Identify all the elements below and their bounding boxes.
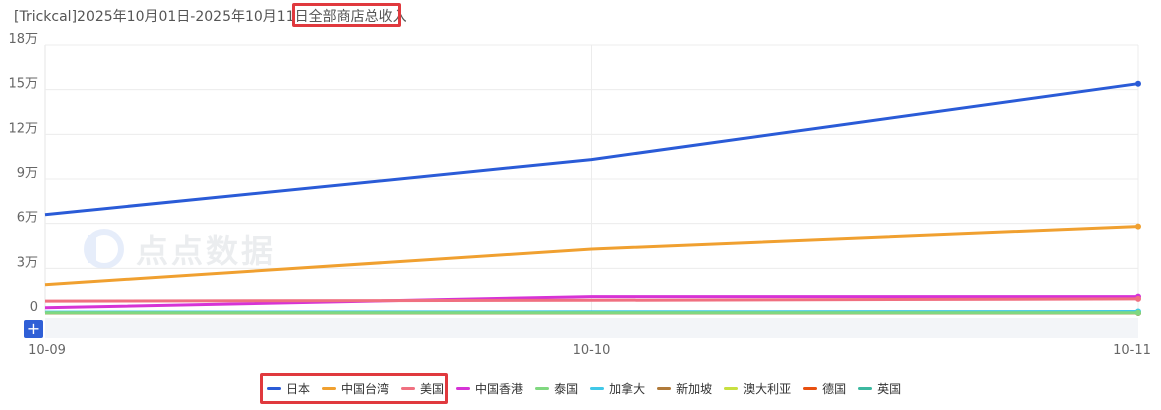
series-line bbox=[44, 225, 1139, 287]
legend-swatch bbox=[456, 387, 471, 390]
legend-item[interactable]: 日本 bbox=[267, 380, 310, 397]
chart-title-metric: 全部商店总收入 bbox=[308, 9, 407, 25]
grid-layer bbox=[44, 44, 1139, 338]
legend-item[interactable]: 中国台湾 bbox=[322, 380, 389, 397]
legend-label: 中国台湾 bbox=[341, 382, 390, 396]
y-tick-label: 0 bbox=[30, 300, 38, 315]
y-tick-label: 15万 bbox=[8, 77, 38, 92]
legend-item[interactable]: 英国 bbox=[858, 380, 901, 397]
series-end-point bbox=[1135, 309, 1141, 316]
x-tick-label: 10-09 bbox=[28, 343, 66, 358]
legend-swatch bbox=[803, 387, 818, 390]
zoom-strip bbox=[45, 318, 1138, 338]
series-end-point bbox=[1135, 295, 1141, 302]
legend-label: 德国 bbox=[822, 382, 847, 396]
y-tick-label: 9万 bbox=[17, 166, 38, 181]
series-end-point bbox=[1135, 223, 1141, 230]
legend-swatch bbox=[657, 387, 672, 390]
legend-label: 美国 bbox=[420, 382, 445, 396]
chart-title: [Trickcal]2025年10月01日-2025年10月11日全部商店总收入 bbox=[14, 6, 407, 26]
legend-label: 中国香港 bbox=[475, 382, 524, 396]
legend-label: 澳大利亚 bbox=[743, 382, 792, 396]
legend-item[interactable]: 新加坡 bbox=[657, 380, 712, 397]
chart-title-app-date: [Trickcal]2025年10月01日-2025年10月11日 bbox=[14, 9, 309, 25]
legend-item[interactable]: 加拿大 bbox=[590, 380, 645, 397]
legend-item[interactable]: 中国香港 bbox=[456, 380, 523, 397]
x-tick-label: 10-11 bbox=[1113, 343, 1151, 358]
legend-highlight-box bbox=[260, 373, 448, 404]
legend-label: 泰国 bbox=[554, 382, 579, 396]
zoom-in-button[interactable]: + bbox=[24, 320, 43, 338]
y-tick-label: 6万 bbox=[17, 211, 38, 226]
legend-swatch bbox=[535, 387, 550, 390]
legend: 日本 中国台湾 美国 中国香港 泰国 加拿大 新加坡 澳大利亚 德国 英国 bbox=[267, 380, 901, 397]
legend-swatch bbox=[724, 387, 739, 390]
legend-item[interactable]: 德国 bbox=[803, 380, 846, 397]
y-tick-label: 18万 bbox=[8, 32, 38, 47]
legend-item[interactable]: 美国 bbox=[401, 380, 444, 397]
series-line bbox=[44, 82, 1139, 217]
legend-swatch bbox=[858, 387, 873, 390]
x-tick-label: 10-10 bbox=[573, 343, 611, 358]
legend-label: 新加坡 bbox=[676, 382, 713, 396]
legend-label: 英国 bbox=[877, 382, 902, 396]
series-line bbox=[44, 297, 1139, 303]
legend-swatch bbox=[322, 387, 337, 390]
axis-layer: 0 3万 6万 9万 12万 15万 18万 10-09 10-10 10-11 bbox=[8, 32, 1150, 358]
legend-label: 日本 bbox=[286, 382, 311, 396]
legend-swatch bbox=[401, 387, 416, 390]
legend-swatch bbox=[590, 387, 605, 390]
series-line bbox=[44, 295, 1138, 310]
legend-item[interactable]: 澳大利亚 bbox=[724, 380, 791, 397]
y-tick-label: 3万 bbox=[17, 255, 38, 270]
legend-item[interactable]: 泰国 bbox=[535, 380, 578, 397]
title-highlight-box bbox=[292, 3, 401, 27]
legend-label: 加拿大 bbox=[609, 382, 646, 396]
series-layer bbox=[44, 80, 1141, 316]
legend-swatch bbox=[267, 387, 281, 390]
y-tick-label: 12万 bbox=[8, 121, 38, 136]
series-end-point bbox=[1135, 80, 1141, 87]
